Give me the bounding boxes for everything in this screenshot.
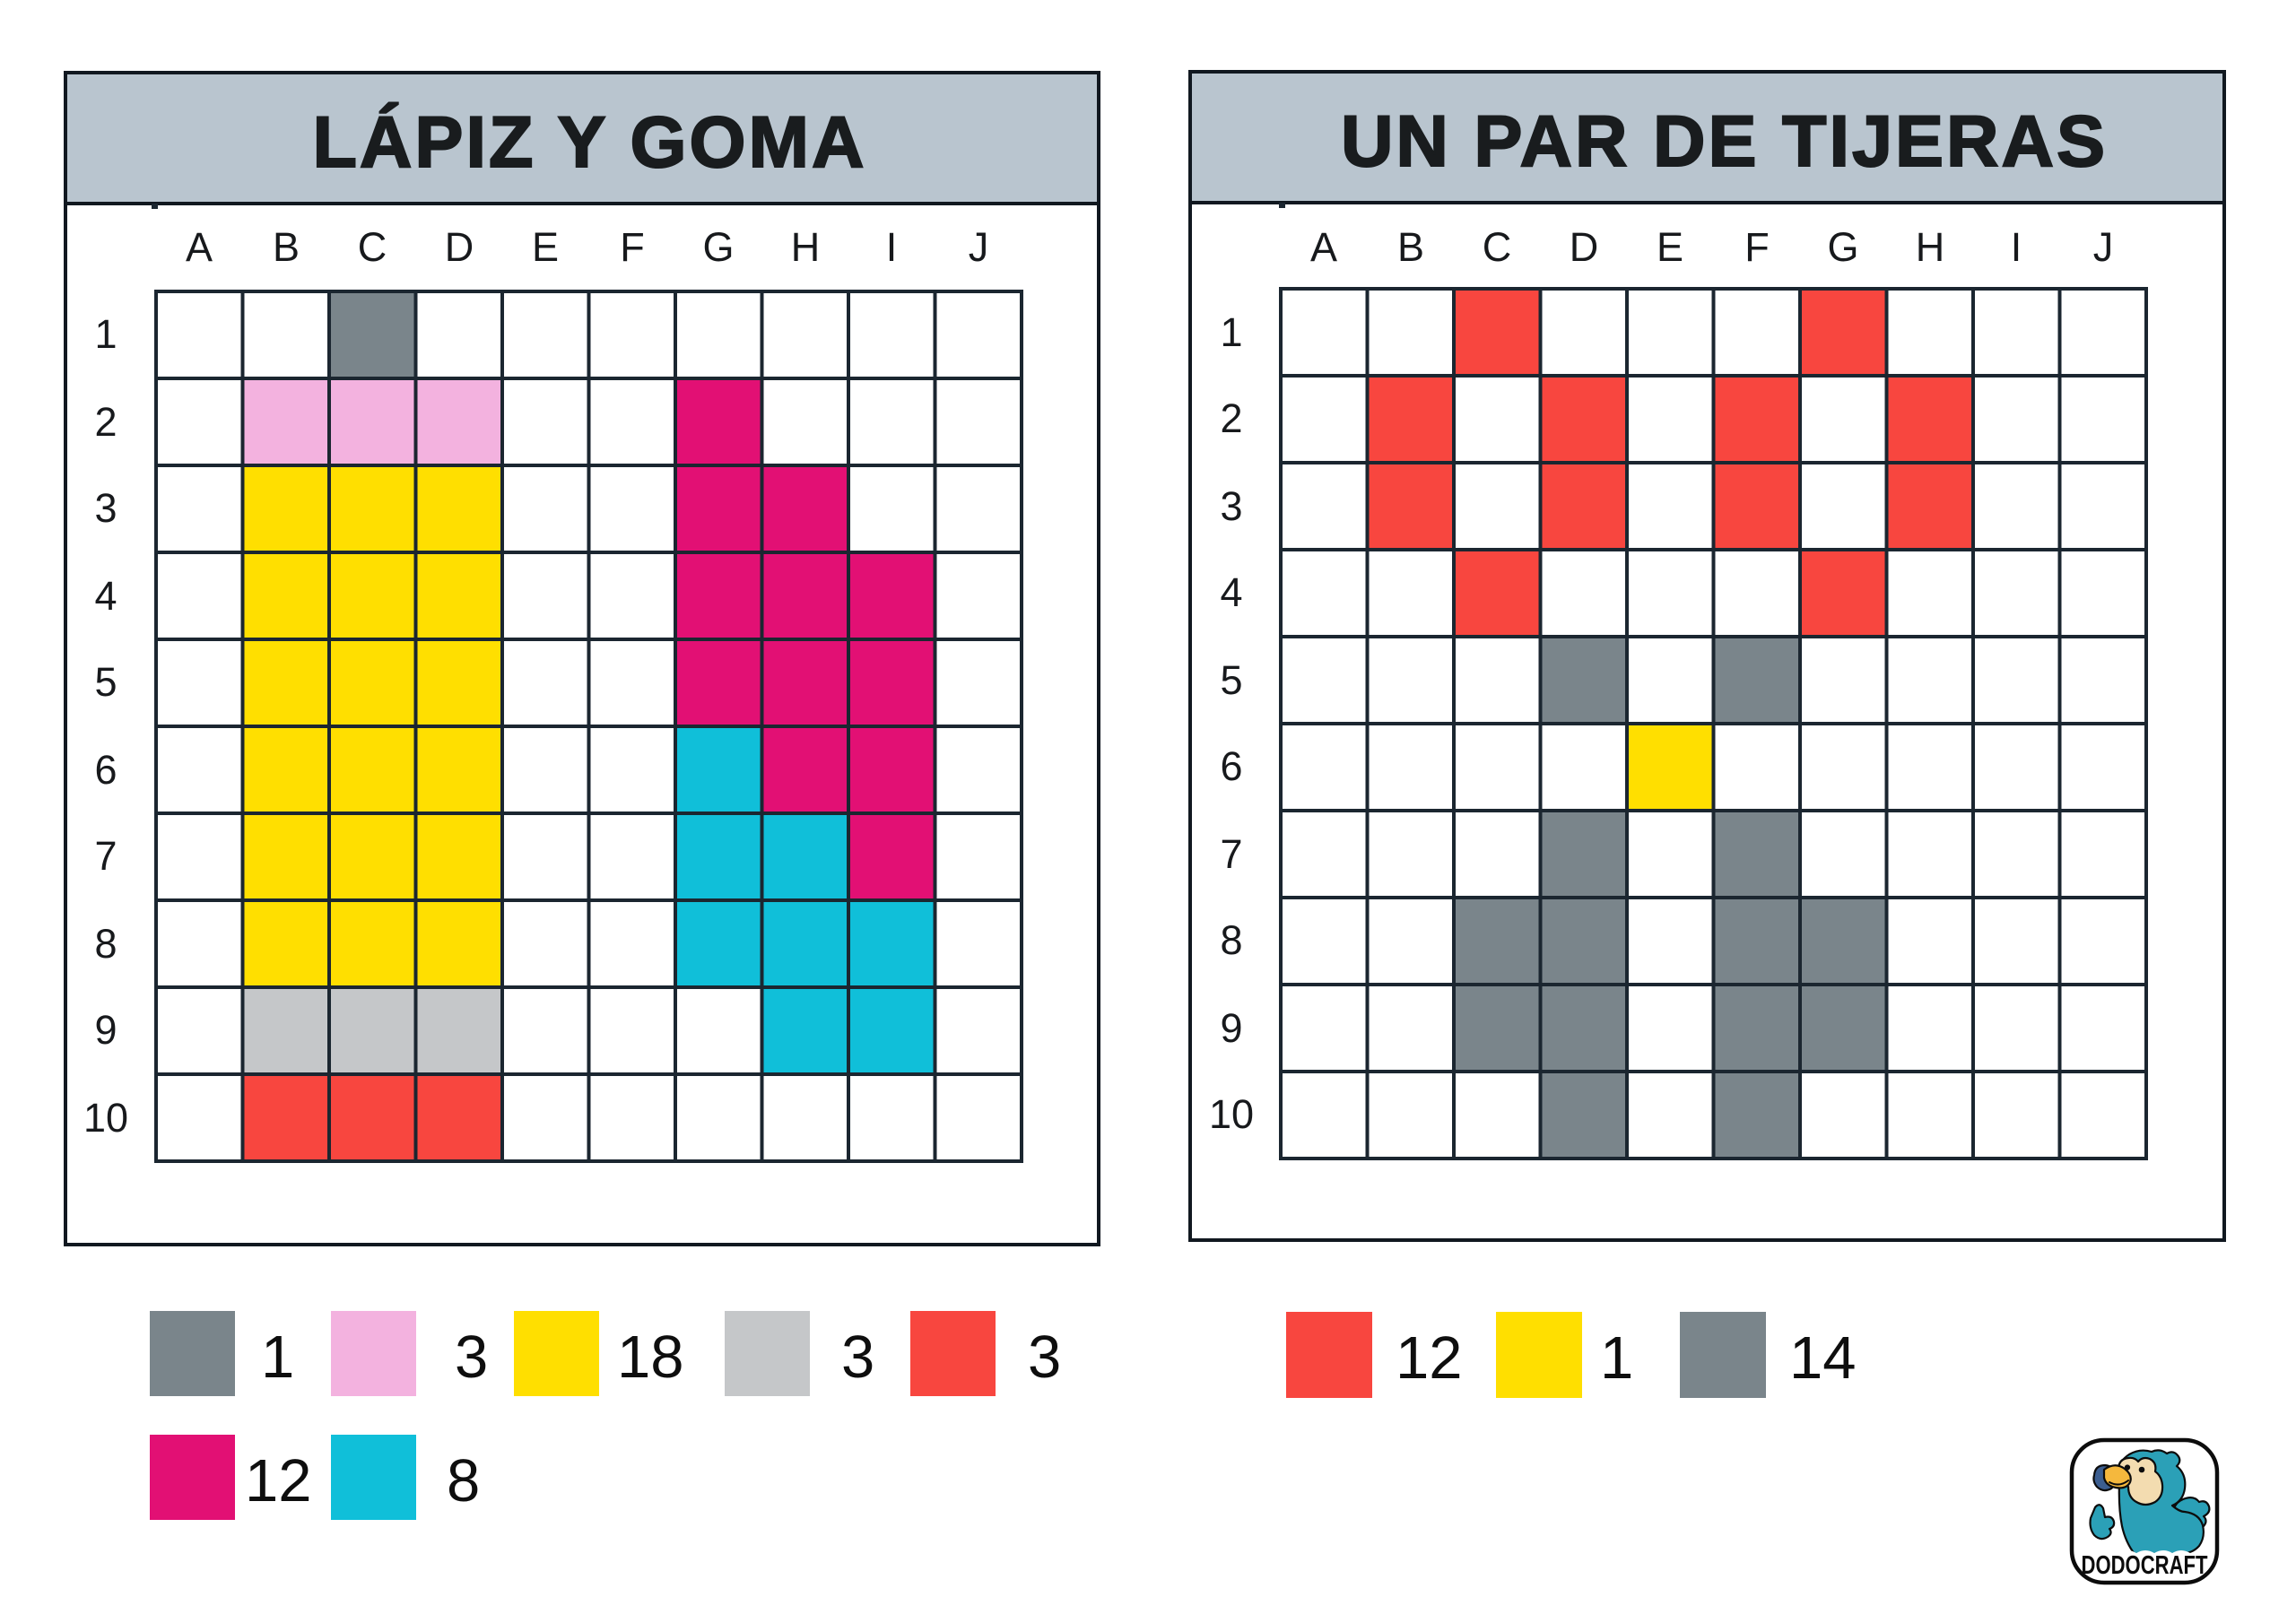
svg-text:DODOCRAFT: DODOCRAFT — [2082, 1551, 2208, 1580]
